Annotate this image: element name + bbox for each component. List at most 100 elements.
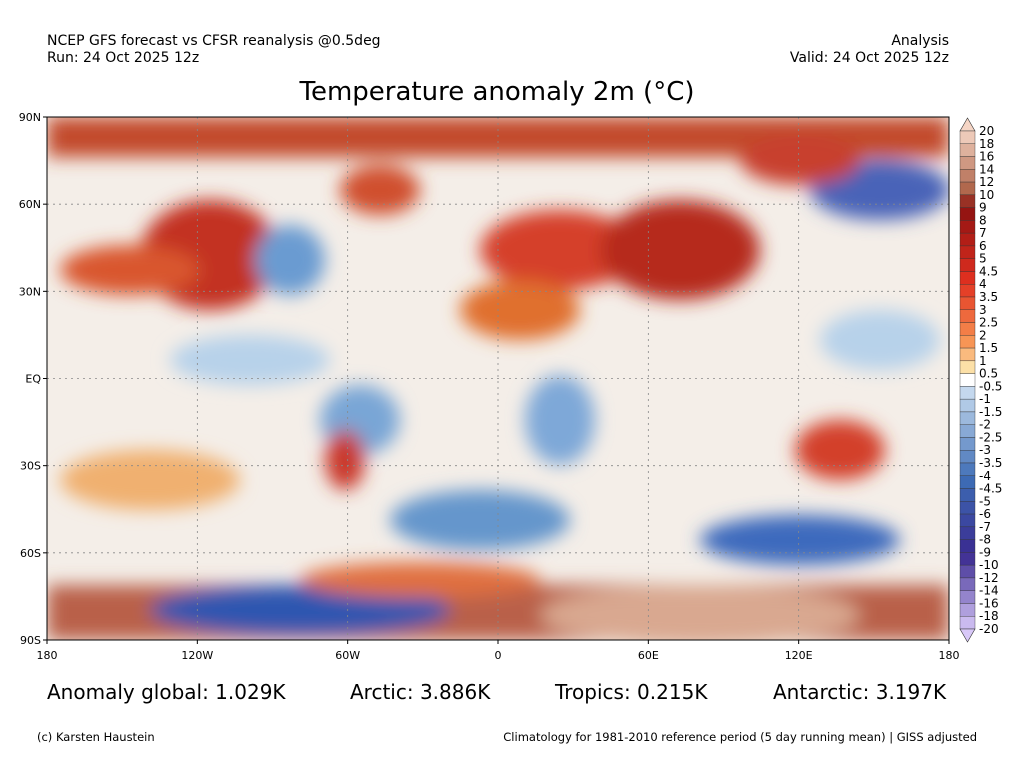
colorbar-swatch bbox=[959, 130, 976, 144]
colorbar-swatch bbox=[959, 360, 976, 374]
colorbar-label: 1 bbox=[979, 354, 987, 368]
colorbar-label: -18 bbox=[979, 609, 999, 623]
colorbar-swatch bbox=[959, 398, 976, 413]
stat-global: Anomaly global: 1.029K bbox=[47, 680, 286, 704]
lon-label: 60E bbox=[638, 649, 659, 662]
run-info: NCEP GFS forecast vs CFSR reanalysis @0.… bbox=[47, 33, 381, 49]
colorbar-label: 3.5 bbox=[979, 290, 998, 304]
colorbar-label: 14 bbox=[979, 162, 994, 176]
lat-label: EQ bbox=[25, 373, 41, 386]
colorbar-swatch bbox=[959, 462, 976, 476]
lat-label: 30N bbox=[19, 285, 41, 298]
lon-label: 60W bbox=[335, 649, 360, 662]
colorbar-label: -9 bbox=[979, 545, 991, 559]
colorbar-label: -0.5 bbox=[979, 379, 1002, 393]
lat-label: 30S bbox=[20, 460, 41, 473]
colorbar-swatch bbox=[959, 169, 976, 183]
colorbar-swatch bbox=[959, 271, 976, 285]
colorbar-label: 10 bbox=[979, 188, 994, 202]
colorbar-label: -3.5 bbox=[979, 456, 1002, 470]
colorbar-label: -2.5 bbox=[979, 430, 1002, 444]
colorbar-swatch bbox=[959, 539, 976, 553]
colorbar-swatch bbox=[959, 284, 976, 298]
colorbar-swatch bbox=[959, 488, 976, 502]
lon-label: 180 bbox=[939, 649, 960, 662]
colorbar-label: -2 bbox=[979, 418, 991, 432]
colorbar-label: -4 bbox=[979, 469, 991, 483]
colorbar-swatch bbox=[959, 335, 976, 349]
lon-label: 120W bbox=[181, 649, 213, 662]
colorbar-swatch bbox=[959, 156, 976, 170]
colorbar-label: 7 bbox=[979, 226, 987, 240]
stat-antarctic: Antarctic: 3.197K bbox=[773, 680, 947, 704]
colorbar-label: 2.5 bbox=[979, 316, 998, 330]
colorbar-label: -1.5 bbox=[979, 405, 1002, 419]
colorbar-cap bbox=[959, 117, 976, 132]
colorbar-swatch bbox=[959, 437, 976, 451]
valid-info: Valid: 24 Oct 2025 12z bbox=[790, 50, 949, 66]
colorbar-label: -16 bbox=[979, 596, 999, 610]
colorbar-label: 4.5 bbox=[979, 264, 998, 278]
colorbar-label: 20 bbox=[979, 124, 994, 138]
lon-label: 0 bbox=[495, 649, 502, 662]
colorbar-swatch bbox=[959, 424, 976, 438]
lon-label: 120E bbox=[785, 649, 813, 662]
colorbar-swatch bbox=[959, 207, 976, 221]
lon-label: 180 bbox=[37, 649, 58, 662]
colorbar-swatch bbox=[959, 309, 976, 323]
colorbar-label: 18 bbox=[979, 137, 994, 151]
colorbar-label: -1 bbox=[979, 392, 991, 406]
colorbar-swatch bbox=[959, 475, 976, 489]
colorbar-label: 5 bbox=[979, 252, 987, 266]
colorbar-label: -3 bbox=[979, 443, 991, 457]
colorbar-label: 12 bbox=[979, 175, 994, 189]
colorbar-label: 4 bbox=[979, 277, 987, 291]
colorbar-label: 16 bbox=[979, 150, 994, 164]
colorbar-label: -14 bbox=[979, 584, 999, 598]
colorbar-label: -7 bbox=[979, 520, 991, 534]
colorbar-label: -4.5 bbox=[979, 482, 1002, 496]
colorbar-label: 9 bbox=[979, 201, 987, 215]
colorbar-swatch bbox=[959, 450, 976, 464]
colorbar-swatch bbox=[959, 347, 976, 362]
colorbar-label: 0.5 bbox=[979, 367, 998, 381]
stat-arctic: Arctic: 3.886K bbox=[350, 680, 491, 704]
colorbar-label: 3 bbox=[979, 303, 987, 317]
colorbar-swatch bbox=[959, 245, 976, 259]
colorbar-cap bbox=[959, 628, 976, 643]
colorbar-label: -8 bbox=[979, 533, 991, 547]
colorbar: 201816141210987654.543.532.521.510.5-0.5… bbox=[959, 117, 1002, 643]
colorbar-swatch bbox=[959, 577, 976, 591]
colorbar-swatch bbox=[959, 603, 976, 617]
colorbar-swatch bbox=[959, 564, 976, 579]
lat-label: 90S bbox=[20, 634, 41, 647]
map bbox=[47, 117, 949, 640]
colorbar-label: 6 bbox=[979, 239, 987, 253]
colorbar-swatch bbox=[959, 322, 976, 336]
colorbar-label: -20 bbox=[979, 622, 999, 636]
colorbar-swatch bbox=[959, 552, 976, 566]
colorbar-label: 8 bbox=[979, 213, 987, 227]
colorbar-swatch bbox=[959, 590, 976, 604]
lat-label: 60N bbox=[19, 198, 41, 211]
run-info: Run: 24 Oct 2025 12z bbox=[47, 50, 199, 66]
climatology-note: Climatology for 1981-2010 reference peri… bbox=[503, 730, 977, 744]
colorbar-label: -5 bbox=[979, 494, 991, 508]
colorbar-swatch bbox=[959, 386, 976, 400]
colorbar-label: -12 bbox=[979, 571, 999, 585]
axes: 90N 60N 30N EQ 30S 60S 90S 180 120W 60W 0 60E 120E 18… bbox=[19, 111, 960, 662]
map-title: Temperature anomaly 2m (°C) bbox=[299, 77, 695, 107]
colorbar-swatch bbox=[959, 232, 976, 247]
credit: (c) Karsten Haustein bbox=[37, 730, 155, 744]
valid-info: Analysis bbox=[891, 33, 949, 49]
colorbar-label: 2 bbox=[979, 328, 987, 342]
colorbar-swatch bbox=[959, 296, 976, 310]
colorbar-swatch bbox=[959, 513, 976, 528]
colorbar-swatch bbox=[959, 194, 976, 208]
colorbar-swatch bbox=[959, 411, 976, 425]
colorbar-swatch bbox=[959, 526, 976, 540]
colorbar-label: 1.5 bbox=[979, 341, 998, 355]
colorbar-swatch bbox=[959, 220, 976, 234]
colorbar-swatch bbox=[959, 501, 976, 515]
colorbar-swatch bbox=[959, 181, 976, 196]
